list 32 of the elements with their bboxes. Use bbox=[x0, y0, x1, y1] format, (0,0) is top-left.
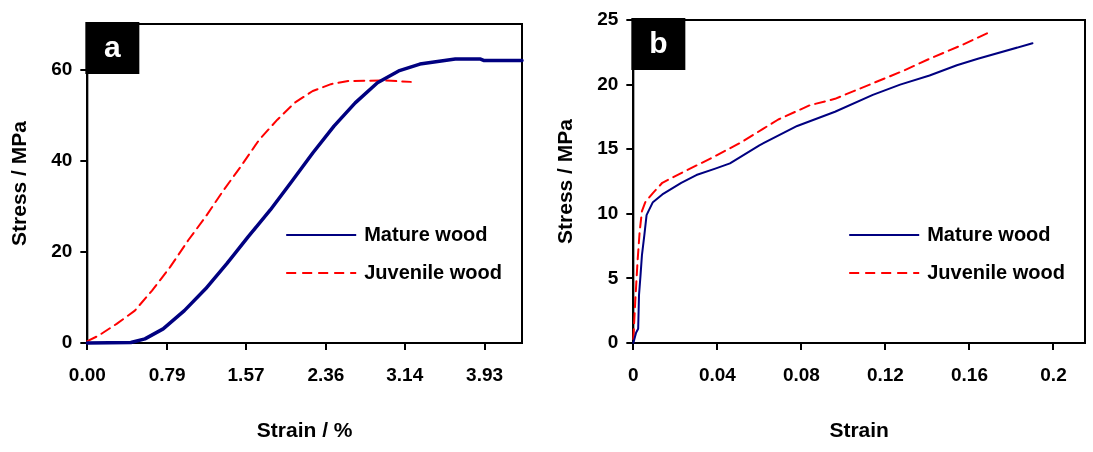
y-tick-label: 15 bbox=[597, 137, 619, 159]
y-tick-label: 60 bbox=[51, 57, 73, 79]
x-tick-label: 0.79 bbox=[148, 363, 186, 385]
x-tick-label: 3.14 bbox=[386, 363, 424, 385]
y-tick-label: 20 bbox=[597, 72, 619, 94]
x-axis-title: Strain bbox=[829, 418, 889, 442]
annotation: a bbox=[103, 30, 121, 64]
x-tick-label: 0.08 bbox=[782, 363, 820, 385]
y-tick-label: 40 bbox=[51, 148, 73, 170]
y-axis-title: Stress / MPa bbox=[7, 120, 31, 246]
x-tick-label: 0 bbox=[628, 363, 639, 385]
y-tick-label: 25 bbox=[597, 8, 619, 30]
x-tick-label: 0.04 bbox=[698, 363, 737, 385]
y-tick-label: 5 bbox=[607, 266, 619, 288]
y-tick-label: 10 bbox=[597, 202, 619, 224]
annotation: b bbox=[649, 26, 668, 60]
x-tick-label: 0.12 bbox=[866, 363, 904, 385]
x-tick-label: 0.16 bbox=[950, 363, 988, 385]
legend-label: Juvenile wood bbox=[927, 260, 1066, 283]
legend-label: Juvenile wood bbox=[364, 260, 503, 283]
x-axis-title: Strain / % bbox=[256, 418, 353, 442]
y-tick-label: 20 bbox=[51, 240, 73, 262]
legend-label: Mature wood bbox=[364, 222, 488, 245]
y-tick-label: 0 bbox=[607, 331, 619, 353]
x-tick-label: 1.57 bbox=[227, 363, 265, 385]
y-axis-title: Stress / MPa bbox=[553, 118, 577, 244]
x-tick-label: 0.00 bbox=[68, 363, 106, 385]
x-tick-label: 2.36 bbox=[307, 363, 345, 385]
x-tick-label: 0.2 bbox=[1040, 363, 1067, 385]
x-tick-label: 3.93 bbox=[466, 363, 504, 385]
legend-label: Mature wood bbox=[927, 222, 1051, 245]
y-tick-label: 0 bbox=[61, 331, 73, 353]
